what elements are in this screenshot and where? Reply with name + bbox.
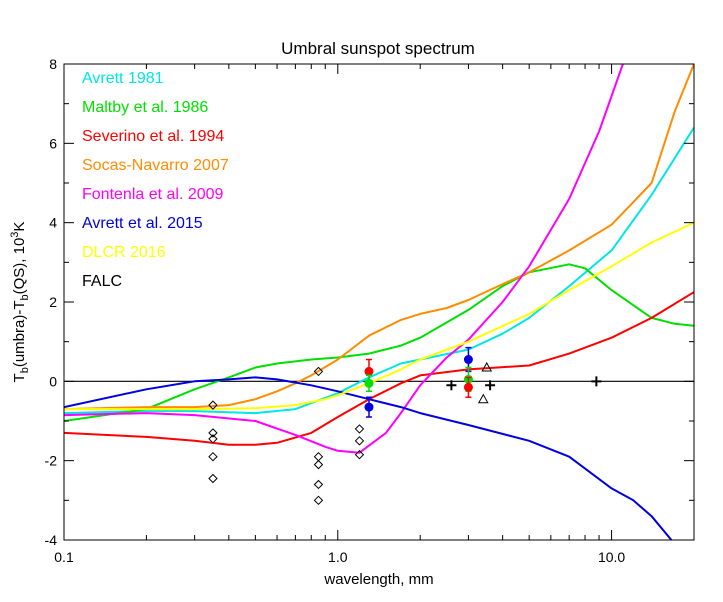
y-label-sub-b1: b (19, 367, 31, 373)
series-line-1 (64, 263, 694, 422)
x-tick-label-1: 1.0 (328, 549, 348, 565)
x-tick-label-2: 10.0 (598, 549, 625, 565)
y-label-exponent: 3 (9, 232, 21, 238)
y-label-unit: K (11, 222, 28, 232)
diamond-marker-6 (313, 451, 324, 462)
series-line-2 (64, 291, 694, 446)
plus-marker-0 (446, 380, 457, 391)
diamond-marker-7 (313, 459, 324, 470)
y-label-umbra: (umbra)-T (11, 300, 28, 367)
diamond-marker-1 (208, 428, 218, 438)
triangle-marker-1 (477, 393, 489, 404)
error-point-3 (463, 355, 473, 365)
diamond-marker-12 (354, 450, 365, 460)
diamond-marker-3 (208, 451, 218, 462)
x-axis-label: wavelength, mm (323, 571, 433, 588)
diamond-marker-0 (208, 400, 218, 410)
legend-entry-7: FALC (82, 273, 122, 290)
y-tick-label-6: 8 (49, 56, 57, 72)
axis-layer: -4 -2 0 2 4 6 8 0.1 1.0 10.0 (45, 56, 695, 565)
legend-entry-2: Severino et al. 1994 (82, 128, 224, 145)
y-label-t: T (11, 373, 28, 382)
series-line-0 (64, 126, 694, 415)
y-tick-label-2: 0 (49, 373, 57, 389)
diamond-marker-8 (313, 479, 324, 490)
plus-marker-1 (485, 380, 496, 391)
y-tick-label-1: -2 (45, 453, 58, 469)
diamond-marker-2 (208, 434, 218, 444)
triangle-marker-0 (481, 361, 493, 372)
diamond-marker-10 (354, 424, 365, 434)
chart-title: Umbral sunspot spectrum (281, 39, 475, 58)
error-point-0 (364, 366, 374, 376)
y-label-qs: (QS), 10 (11, 238, 28, 295)
diamond-marker-4 (208, 473, 218, 484)
y-tick-label-4: 4 (49, 215, 57, 231)
legend-entry-1: Maltby et al. 1986 (82, 99, 208, 116)
x-tick-label-0: 0.1 (54, 549, 74, 565)
legend-entry-5: Avrett et al. 2015 (82, 215, 203, 232)
error-point-5 (463, 382, 473, 392)
plus-marker-2 (591, 376, 602, 387)
error-point-2 (364, 402, 374, 412)
legend: Avrett 1981 Maltby et al. 1986 Severino et… (82, 70, 229, 290)
legend-entry-0: Avrett 1981 (82, 70, 164, 87)
y-tick-label-0: -4 (45, 532, 58, 548)
legend-entry-6: DLCR 2016 (82, 244, 166, 261)
y-tick-label-5: 6 (49, 135, 57, 151)
diamond-marker-9 (313, 495, 324, 506)
series-line-5 (64, 376, 673, 540)
y-axis-label: Tb(umbra)-Tb(QS), 103K (9, 222, 31, 383)
legend-entry-4: Fontenla et al. 2009 (82, 186, 224, 203)
error-point-1 (364, 378, 374, 388)
diamond-marker-5 (313, 366, 324, 377)
y-label-sub-b2: b (19, 294, 31, 300)
series-line-3 (64, 64, 694, 411)
legend-entry-3: Socas-Navarro 2007 (82, 157, 229, 174)
y-tick-label-3: 2 (49, 294, 57, 310)
series-line-4 (64, 64, 624, 454)
marker-layer (208, 346, 602, 506)
series-line-6 (64, 221, 694, 411)
series-layer (64, 64, 694, 540)
diamond-marker-11 (354, 436, 365, 446)
